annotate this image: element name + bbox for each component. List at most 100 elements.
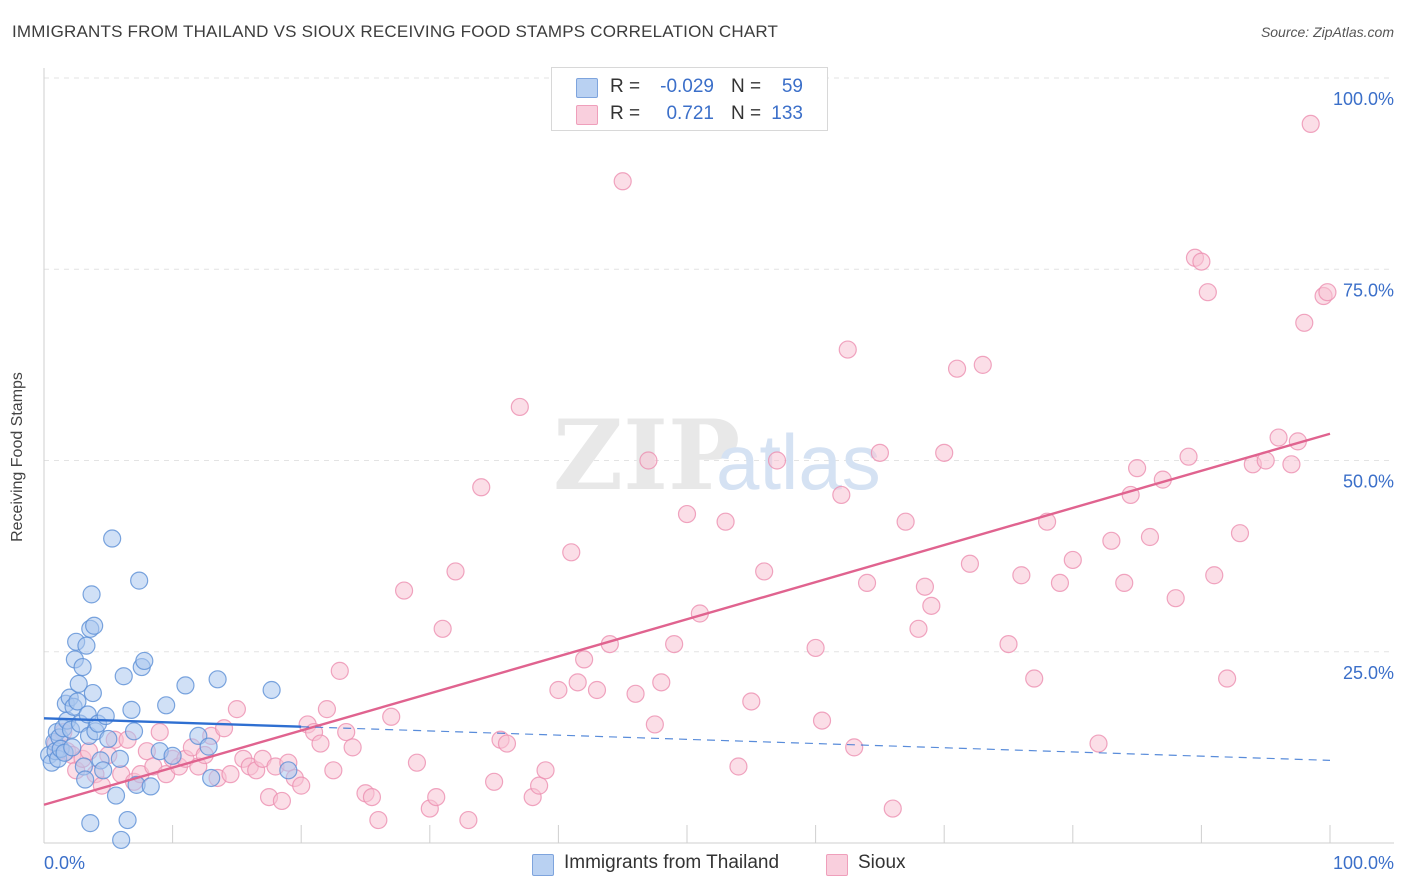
thailand-point	[76, 770, 95, 789]
sioux-point	[1025, 669, 1044, 688]
sioux-point	[150, 722, 169, 742]
thailand-point	[96, 706, 115, 726]
thailand-point	[279, 761, 298, 780]
thailand-point	[118, 810, 137, 830]
sioux-point	[755, 562, 774, 581]
thailand-point	[124, 722, 144, 741]
sioux-point	[857, 573, 877, 593]
sioux-point	[613, 172, 632, 191]
sioux-point	[677, 504, 697, 524]
sioux-point	[1205, 566, 1224, 585]
sioux-point	[832, 485, 851, 505]
sioux-point	[1198, 283, 1217, 302]
tick-labels: 25.0% 50.0% 75.0% 100.0% 0.0% 100.0%	[44, 89, 1394, 873]
thailand-point	[114, 667, 133, 686]
sioux-point	[1050, 573, 1070, 593]
sioux-point	[742, 692, 761, 711]
sioux-point	[1318, 283, 1337, 302]
sioux-point	[1012, 566, 1031, 585]
sioux-swatch	[576, 105, 598, 125]
sioux-trend-line	[43, 432, 1331, 806]
sioux-point	[587, 680, 607, 700]
n-label: N =	[731, 103, 762, 124]
sioux-point	[729, 757, 748, 776]
sioux-point	[394, 581, 414, 600]
source-label: Source: ZipAtlas.com	[1260, 24, 1394, 40]
sioux-point	[915, 577, 935, 596]
y-tick-label: 50.0%	[1343, 472, 1394, 492]
sioux-point	[433, 619, 452, 638]
sioux-point	[530, 776, 549, 795]
thailand-point	[94, 761, 113, 780]
sioux-point	[536, 761, 555, 780]
sioux-point	[1192, 252, 1211, 271]
sioux-point	[369, 810, 388, 830]
thailand-point	[82, 585, 101, 604]
sioux-point	[1115, 573, 1134, 593]
watermark-atlas: atlas	[716, 418, 881, 506]
thailand-trend-line	[43, 717, 302, 728]
thailand-swatch	[576, 78, 598, 98]
sioux-point	[562, 543, 581, 562]
sioux-point	[838, 340, 857, 359]
thailand-point	[63, 738, 82, 757]
r-label: R =	[610, 103, 641, 124]
thailand-point	[163, 746, 182, 765]
x-tick-label: 0.0%	[44, 853, 85, 873]
sioux-point	[575, 650, 594, 669]
y-tick-label: 25.0%	[1343, 663, 1394, 683]
sioux-point	[1218, 669, 1237, 688]
sioux-point	[1295, 313, 1314, 332]
thailand-point	[208, 670, 227, 689]
sioux-point	[639, 451, 658, 470]
sioux-point	[1269, 428, 1288, 447]
x-tick-label: 100.0%	[1333, 853, 1394, 873]
thailand-trend-extension	[301, 726, 1331, 761]
sioux-point	[999, 634, 1018, 654]
sioux-point	[645, 715, 664, 734]
sioux-point	[716, 512, 735, 531]
thailand-point	[106, 786, 126, 805]
sioux-point	[311, 734, 330, 753]
sioux-point	[812, 711, 832, 730]
legend-label: Sioux	[858, 852, 906, 873]
sioux-point	[362, 787, 382, 807]
sioux-point	[324, 761, 343, 780]
sioux-point	[845, 738, 864, 757]
sioux-point	[337, 722, 356, 742]
sioux-point	[330, 661, 349, 680]
sioux-point	[1102, 531, 1121, 550]
n-value: 59	[781, 76, 803, 97]
n-value: 133	[771, 103, 803, 124]
sioux-point	[1063, 550, 1082, 570]
sioux-point	[427, 787, 446, 807]
y-tick-label: 75.0%	[1343, 280, 1394, 300]
sioux-point	[1140, 527, 1160, 547]
thailand-swatch	[532, 854, 554, 876]
sioux-point	[870, 443, 890, 462]
sioux-point	[960, 554, 980, 573]
sioux-point	[446, 562, 465, 581]
sioux-point	[1089, 734, 1108, 753]
thailand-point	[122, 700, 141, 719]
sioux-point	[665, 634, 684, 654]
sioux-point	[1301, 114, 1320, 134]
legend-label: Immigrants from Thailand	[564, 852, 780, 873]
chart-title: IMMIGRANTS FROM THAILAND VS SIOUX RECEIV…	[12, 22, 779, 41]
thailand-point	[99, 729, 118, 749]
sioux-point	[947, 359, 967, 378]
sioux-point	[1179, 447, 1198, 466]
n-label: N =	[731, 76, 762, 97]
stats-row-thailand: R = -0.029 N = 59	[552, 74, 827, 100]
sioux-point	[221, 765, 240, 784]
thailand-points	[40, 529, 298, 850]
thailand-point	[110, 749, 129, 768]
thailand-point	[199, 737, 218, 756]
r-value: 0.721	[666, 103, 714, 124]
sioux-point	[568, 673, 587, 692]
sioux-point	[485, 772, 504, 791]
legend: Immigrants from Thailand Sioux	[0, 852, 1406, 878]
sioux-point	[767, 451, 787, 470]
sioux-point	[292, 776, 311, 795]
